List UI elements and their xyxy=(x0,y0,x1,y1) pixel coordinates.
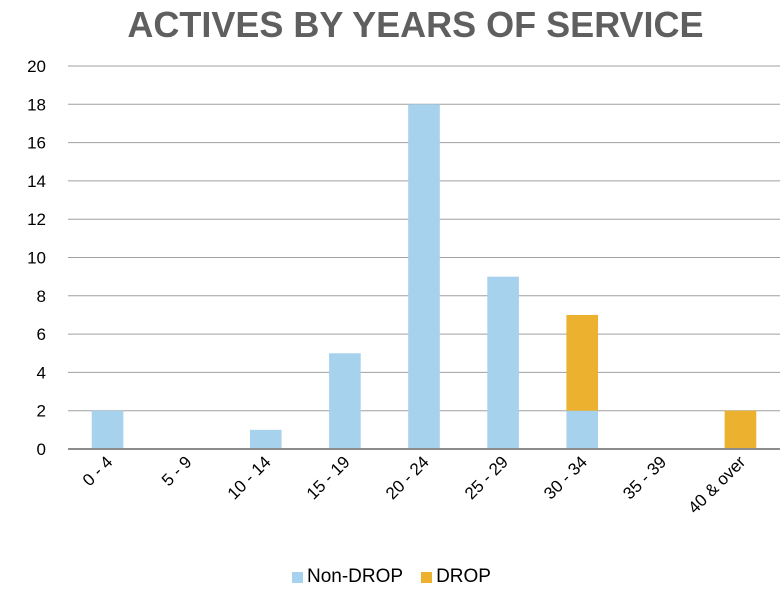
y-tick-label-20: 20 xyxy=(27,57,46,76)
legend-label-non-drop: Non-DROP xyxy=(307,566,404,587)
legend: Non-DROP DROP xyxy=(0,566,783,588)
legend-swatch-non-drop xyxy=(292,571,303,583)
x-tick-label-2: 10 - 14 xyxy=(224,452,275,503)
legend-item-non-drop: Non-DROP xyxy=(292,566,403,588)
x-tick-label-1: 5 - 9 xyxy=(158,452,195,489)
y-tick-label-16: 16 xyxy=(27,134,46,153)
chart-title: ACTIVES BY YEARS OF SERVICE xyxy=(127,4,704,45)
x-tick-label-7: 35 - 39 xyxy=(619,452,670,503)
y-tick-label-4: 4 xyxy=(37,363,46,382)
bars xyxy=(91,104,757,450)
legend-swatch-drop xyxy=(421,571,433,583)
y-tick-label-14: 14 xyxy=(27,172,46,191)
y-tick-label-6: 6 xyxy=(37,325,46,344)
bar-non-drop-6 xyxy=(566,410,599,449)
bar-drop-6 xyxy=(566,314,599,411)
x-tick-label-0: 0 - 4 xyxy=(79,452,116,489)
bar-non-drop-4 xyxy=(408,104,440,450)
x-tick-label-5: 25 - 29 xyxy=(461,452,512,503)
bar-non-drop-3 xyxy=(329,353,361,449)
axes: 0 2 4 6 8 10 12 14 16 18 20 0 - 4 5 - 9 10 - 14 15 - 1… xyxy=(27,57,780,517)
bar-non-drop-2 xyxy=(249,429,282,449)
bar-non-drop-5 xyxy=(487,276,519,449)
bar-non-drop-0 xyxy=(91,410,124,449)
x-tick-label-8: 40 & over xyxy=(684,452,749,517)
y-tick-label-10: 10 xyxy=(27,249,46,268)
x-tick-label-4: 20 - 24 xyxy=(382,452,433,503)
y-tick-label-8: 8 xyxy=(37,287,46,306)
bar-drop-8 xyxy=(724,410,757,449)
y-tick-label-0: 0 xyxy=(37,440,46,459)
y-tick-label-12: 12 xyxy=(27,210,46,229)
legend-item-drop: DROP xyxy=(421,566,491,588)
y-tick-label-2: 2 xyxy=(37,402,46,421)
x-tick-label-6: 30 - 34 xyxy=(540,452,591,503)
x-tick-label-3: 15 - 19 xyxy=(303,452,354,503)
y-tick-label-18: 18 xyxy=(27,95,46,114)
legend-label-drop: DROP xyxy=(436,566,491,587)
